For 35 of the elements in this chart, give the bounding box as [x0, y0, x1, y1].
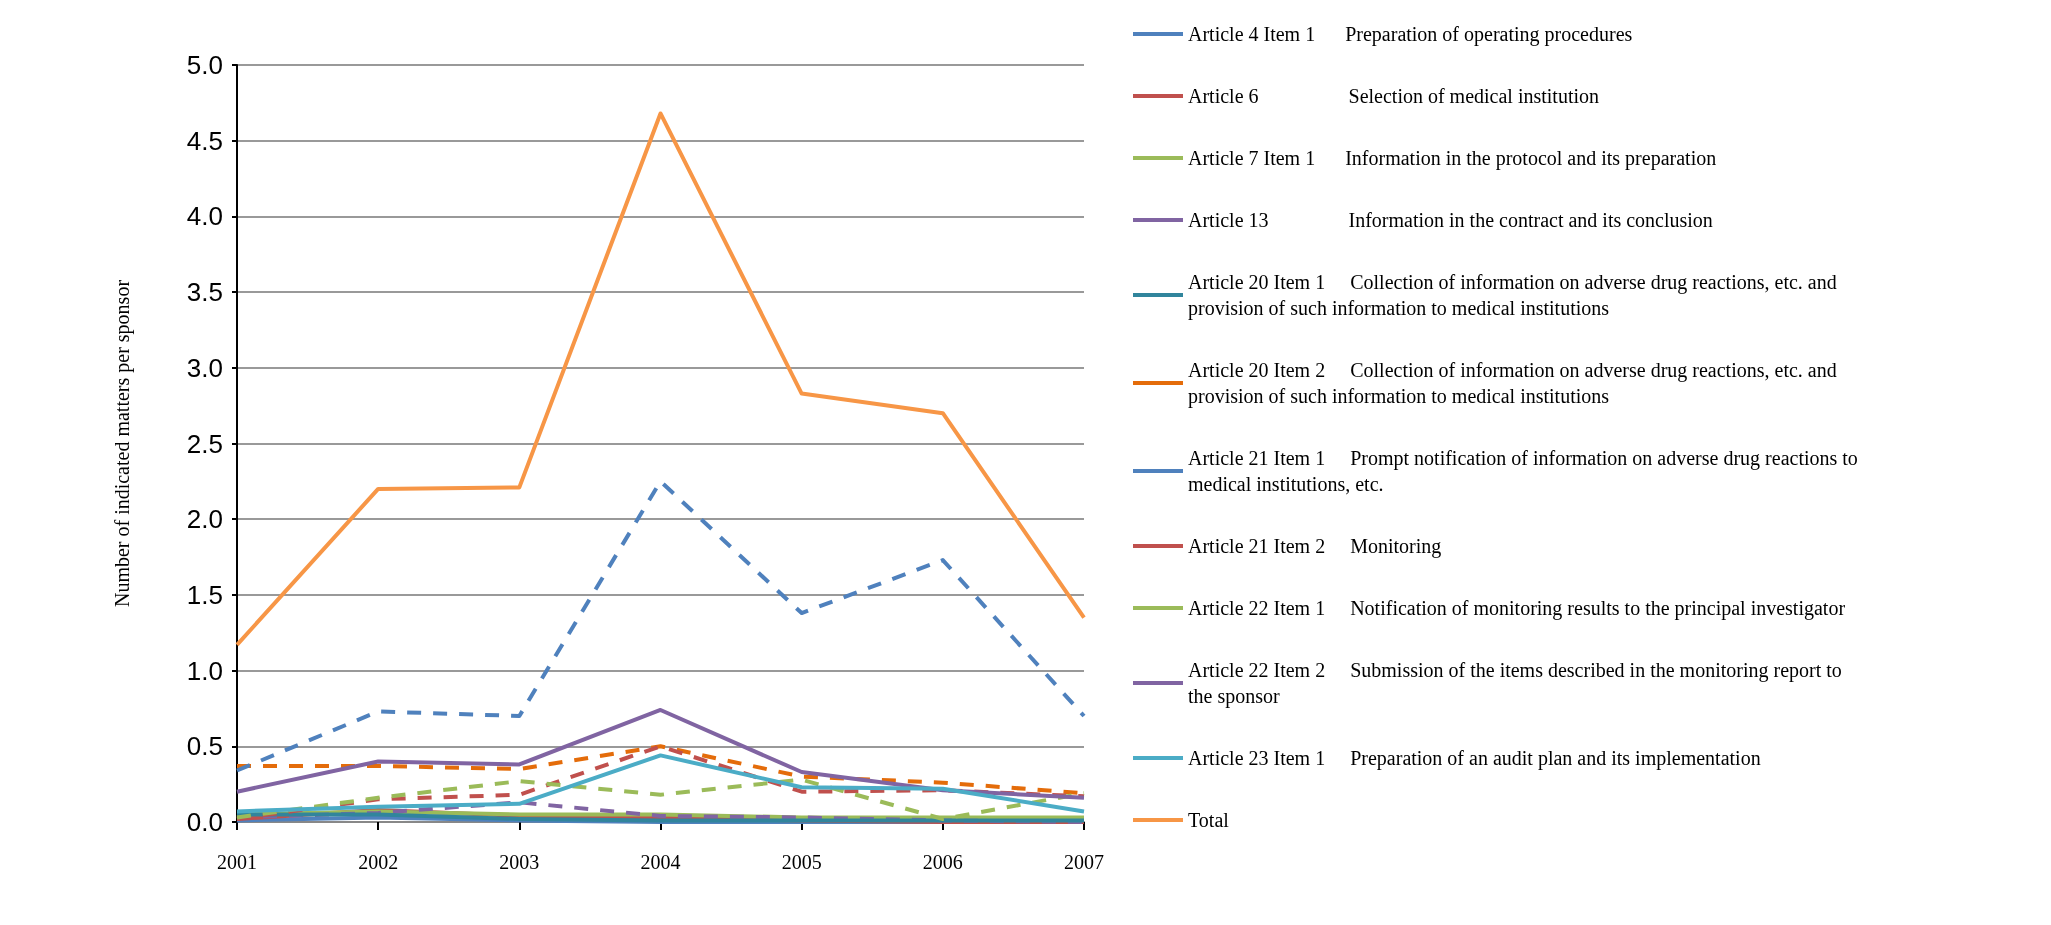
y-tick-label: 0.0 [186, 807, 223, 837]
line-series [235, 111, 1086, 647]
y-tick-label: 2.0 [186, 504, 223, 535]
x-tick-label: 2001 [217, 851, 257, 873]
legend-label: Article 23 Item 1 Preparation of an audit plan and its implementation [1188, 747, 1761, 770]
legend-label: Article 21 Item 1 Prompt notification of information on adverse drug reactions to medical institutions, etc. [1188, 447, 1863, 495]
line-series [235, 777, 1086, 821]
legend-label: Article 20 Item 2 Collection of information on adverse drug reactions, etc. and provision of such information to medical institutions [1188, 359, 1842, 408]
legend-label: Article 21 Item 2 Monitoring [1188, 535, 1442, 558]
y-tick-label: 1.0 [186, 655, 223, 686]
y-tick-label: 2.5 [186, 428, 223, 459]
legend-label: Article 22 Item 1 Notification of monitoring results to the principal investigator [1188, 597, 1846, 620]
x-tick-label: 2004 [640, 851, 681, 873]
x-tick-label: 2007 [1064, 851, 1104, 873]
legend-label: Article 6 Selection of medical institution [1188, 85, 1600, 107]
legend-label: Article 4 Item 1 Preparation of operating procedures [1188, 23, 1633, 46]
y-axis-title: Number of indicated matters per sponsor [111, 279, 134, 608]
legend-label: Article 22 Item 2 Submission of the items described in the monitoring report to the sponsor [1188, 659, 1847, 708]
y-tick-label: 3.0 [186, 352, 223, 383]
y-tick-label: 4.0 [186, 201, 223, 232]
y-tick-label: 3.5 [186, 277, 223, 308]
legend-label: Article 20 Item 1 Collection of information on adverse drug reactions, etc. and provision of such information to medical institutions [1188, 271, 1842, 320]
line-series [235, 753, 1086, 814]
y-tick-label: 0.5 [186, 731, 223, 762]
legend-label: Article 7 Item 1 Information in the protocol and its preparation [1188, 147, 1717, 170]
y-tick-label: 5.0 [186, 50, 223, 80]
x-tick-label: 2002 [358, 851, 399, 873]
line-series [235, 707, 1086, 800]
x-tick-label: 2006 [922, 851, 963, 873]
y-tick-label: 4.5 [186, 125, 223, 156]
legend-label: Article 13 Information in the contract and its conclusion [1188, 209, 1713, 231]
x-tick-label: 2005 [781, 851, 822, 873]
x-tick-label: 2003 [499, 851, 540, 873]
legend-label: Total [1188, 809, 1230, 831]
y-tick-label: 1.5 [186, 579, 223, 610]
